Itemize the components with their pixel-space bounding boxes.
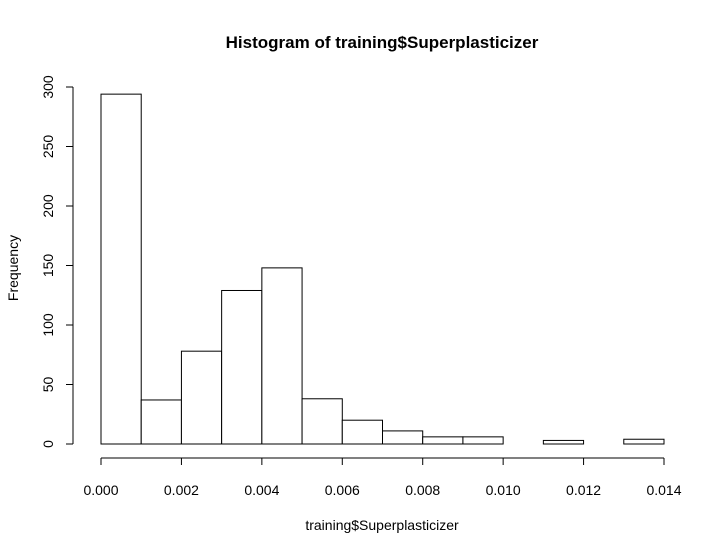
y-tick-label: 50 <box>40 377 56 393</box>
histogram-bar <box>542 439 585 445</box>
x-tick-label: 0.014 <box>646 482 681 498</box>
y-tick-label: 200 <box>40 194 56 218</box>
x-tick-label: 0.008 <box>405 482 440 498</box>
histogram-bar <box>140 399 182 445</box>
x-tick-label: 0.002 <box>164 482 199 498</box>
x-tick-label: 0.012 <box>566 482 601 498</box>
histogram-bar <box>422 436 464 445</box>
histogram-bar <box>180 350 223 445</box>
histogram-bar <box>341 419 383 445</box>
histogram-bar <box>261 267 303 445</box>
x-axis: 0.000 0.002 0.004 0.006 0.008 0.010 0.012 0.014 <box>83 457 682 498</box>
x-tick-label: 0.000 <box>83 482 118 498</box>
y-axis-label: Frequency <box>5 235 21 301</box>
histogram-bar <box>100 93 142 445</box>
chart-title: Histogram of training$Superplasticizer <box>226 33 539 52</box>
y-tick-label: 100 <box>40 313 56 337</box>
y-tick-label: 150 <box>40 254 56 278</box>
x-tick-label: 0.010 <box>486 482 521 498</box>
histogram-bar <box>462 436 504 445</box>
y-axis: 0 50 100 150 200 250 300 <box>40 75 74 448</box>
bars-group <box>100 93 665 445</box>
x-tick-label: 0.006 <box>325 482 360 498</box>
histogram-bar <box>301 398 343 445</box>
histogram-bar <box>221 289 263 445</box>
y-tick-label: 0 <box>40 440 56 448</box>
x-tick-label: 0.004 <box>244 482 279 498</box>
y-tick-label: 250 <box>40 135 56 159</box>
histogram-bar <box>382 430 424 445</box>
y-tick-label: 300 <box>40 75 56 99</box>
histogram-bar <box>623 438 665 445</box>
x-axis-label: training$Superplasticizer <box>305 517 459 533</box>
